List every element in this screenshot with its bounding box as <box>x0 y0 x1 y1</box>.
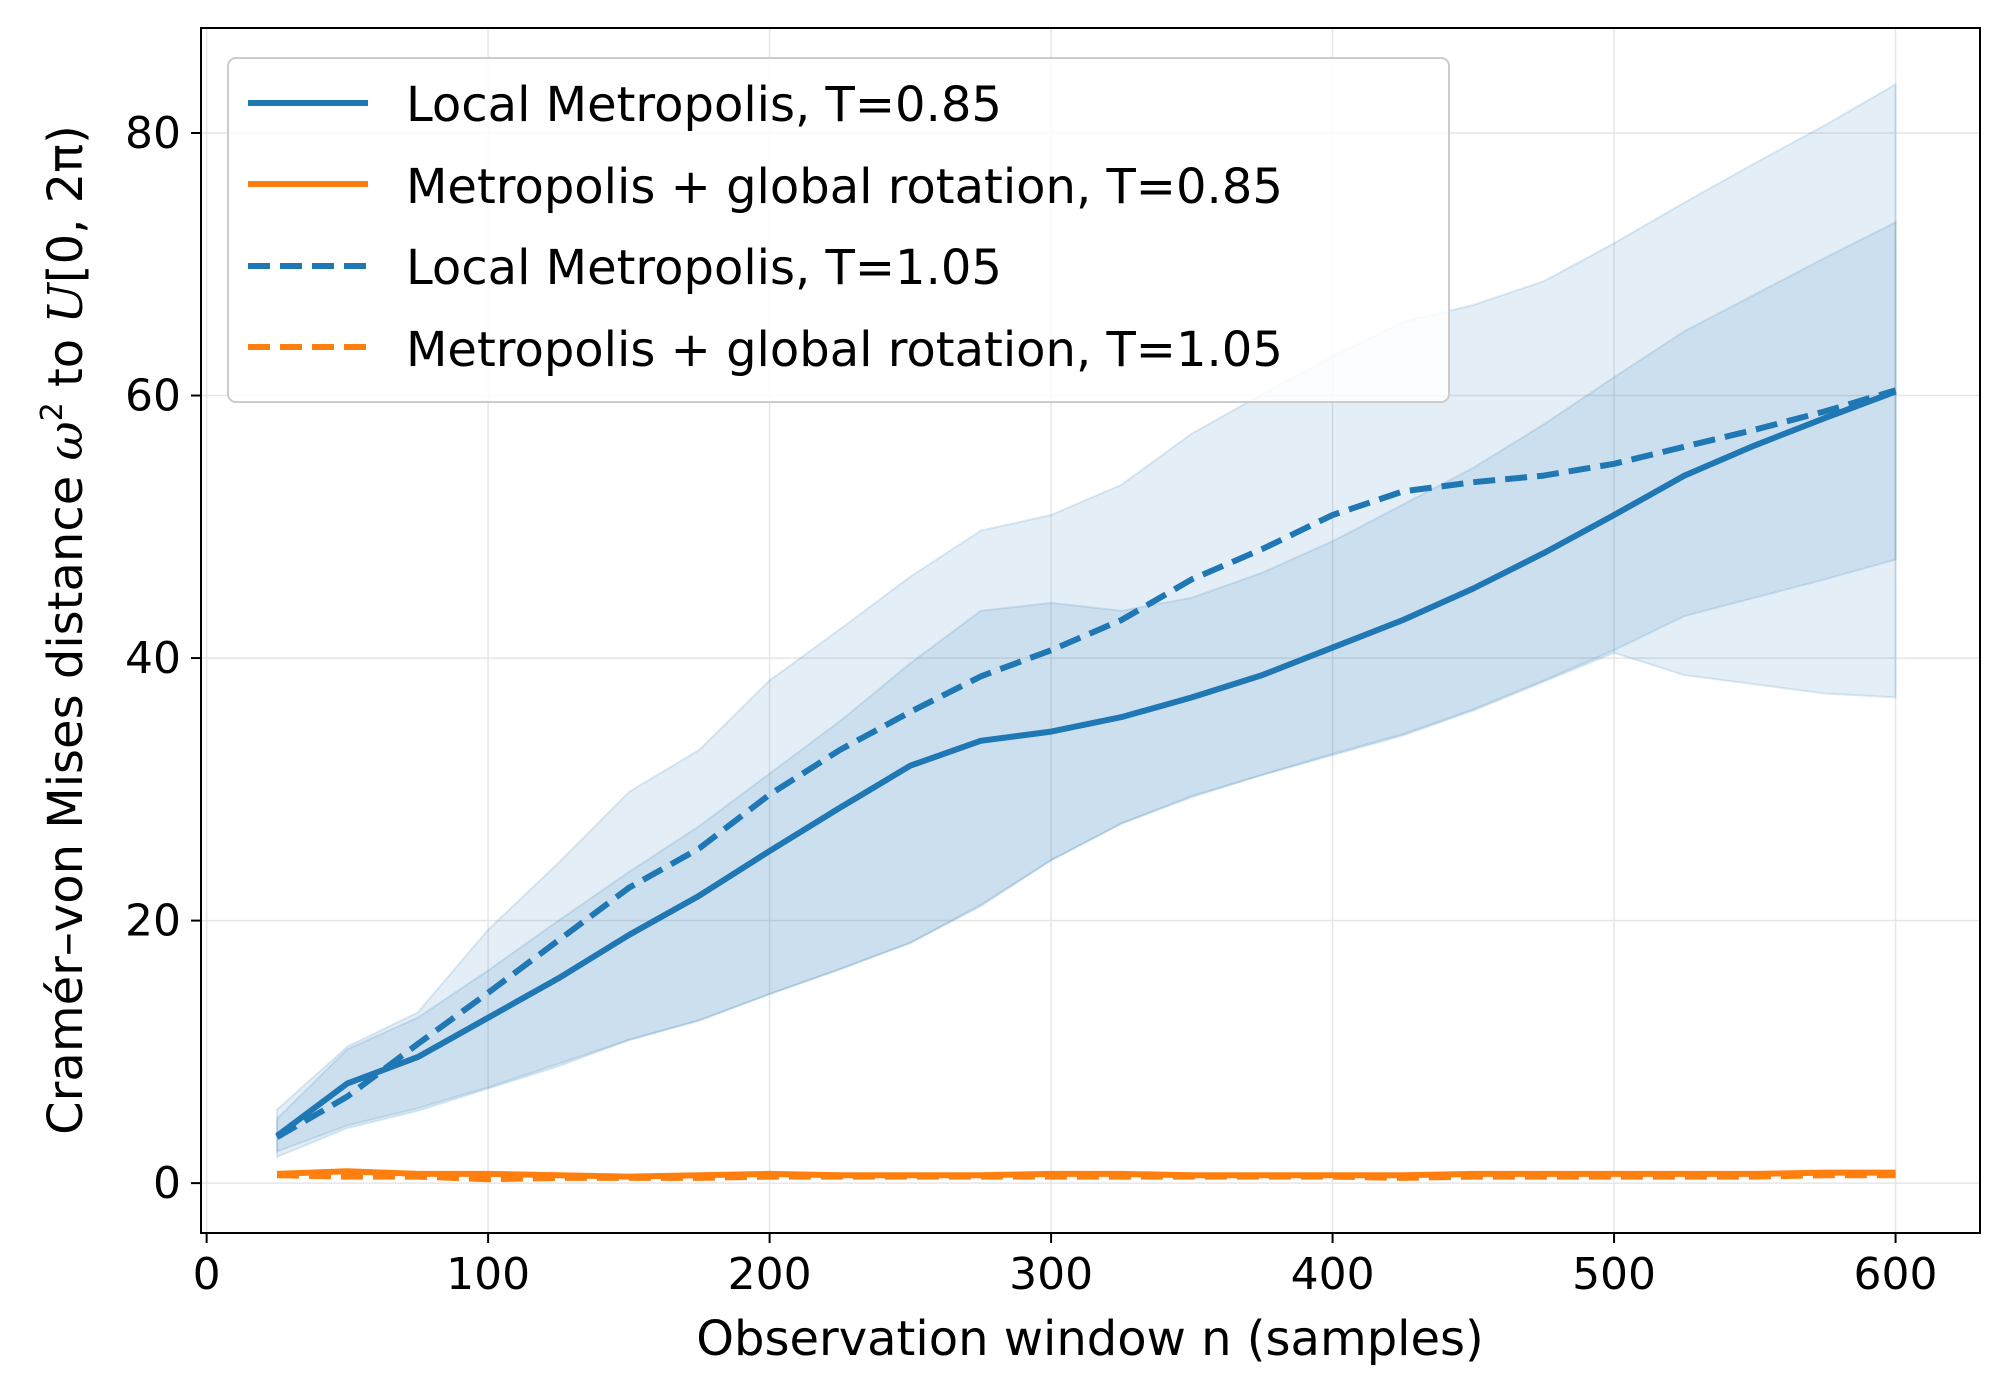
y-tick-label: 80 <box>125 108 181 159</box>
confidence-bands <box>276 82 1897 1159</box>
axis-ticks: 0 100 200 300 400 500 600 0 20 40 60 80 <box>125 108 1938 1300</box>
legend-entry: Metropolis + global rotation, T=0.85 <box>248 159 1283 215</box>
x-tick-label: 400 <box>1291 1249 1375 1300</box>
legend-entry: Metropolis + global rotation, T=1.05 <box>248 322 1283 378</box>
y-axis-label-mid: to <box>38 324 94 403</box>
legend: Local Metropolis, T=0.85 Metropolis + gl… <box>227 57 1450 403</box>
y-axis-label-interval: [0, 2π) <box>38 125 94 283</box>
x-tick-label: 200 <box>728 1249 812 1300</box>
series-line-3 <box>275 387 1897 1140</box>
legend-label: Local Metropolis, T=0.85 <box>406 77 1002 133</box>
legend-label: Metropolis + global rotation, T=1.05 <box>406 322 1283 378</box>
y-axis-label: Cramér–von Mises distance ω2 to U[0, 2π) <box>35 125 94 1135</box>
confidence-band-series-1 <box>276 220 1897 1154</box>
y-tick-label: 60 <box>125 371 181 422</box>
y-axis-label-distribution: U <box>38 282 94 324</box>
series-line-1 <box>275 388 1897 1139</box>
y-tick-label: 20 <box>125 896 181 947</box>
confidence-band-series-3 <box>276 82 1897 1159</box>
x-tick-label: 500 <box>1572 1249 1656 1300</box>
x-tick-label: 300 <box>1009 1249 1093 1300</box>
y-tick-label: 40 <box>125 633 181 684</box>
y-axis-label-prefix: Cramér–von Mises distance <box>38 461 94 1135</box>
x-axis-label: Observation window n (samples) <box>696 1311 1484 1367</box>
y-axis-label-omega: ω <box>38 421 94 460</box>
legend-box <box>227 57 1450 403</box>
series-line-4 <box>276 1172 1896 1183</box>
legend-entry: Local Metropolis, T=1.05 <box>248 240 1002 296</box>
legend-entry: Local Metropolis, T=0.85 <box>248 77 1002 133</box>
plot-frame <box>200 27 1981 1234</box>
x-tick-label: 0 <box>193 1249 221 1300</box>
x-tick-label: 100 <box>446 1249 530 1300</box>
legend-label: Metropolis + global rotation, T=0.85 <box>406 159 1283 215</box>
y-tick-label: 0 <box>153 1158 181 1209</box>
legend-label: Local Metropolis, T=1.05 <box>406 240 1002 296</box>
series-lines <box>275 387 1897 1183</box>
x-tick-label: 600 <box>1854 1249 1938 1300</box>
y-axis-label-superscript: 2 <box>35 402 70 421</box>
